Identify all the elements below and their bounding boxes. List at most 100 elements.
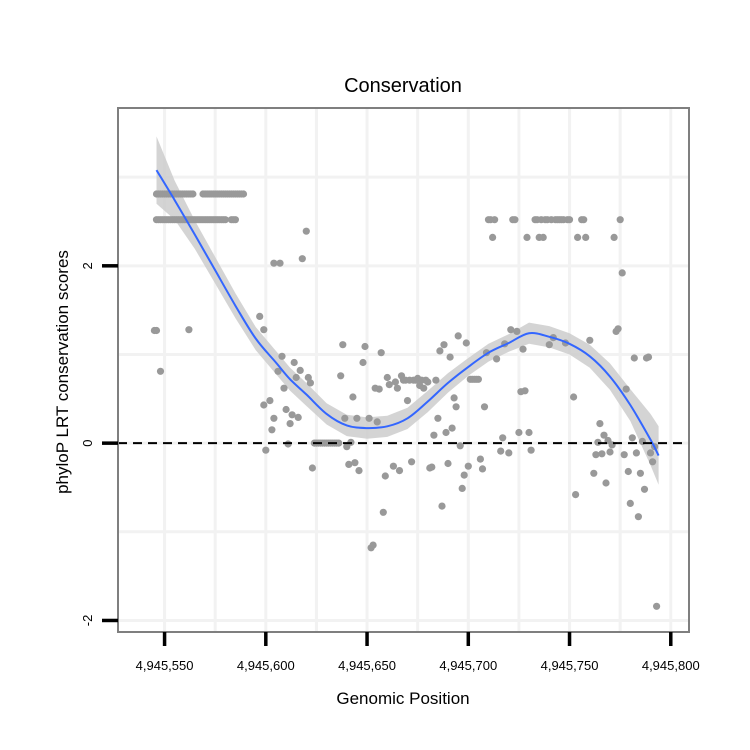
confidence-band <box>156 136 659 485</box>
data-point <box>430 431 438 439</box>
data-point <box>282 405 290 414</box>
data-point <box>606 448 614 456</box>
data-point <box>270 259 278 267</box>
data-point <box>497 447 505 455</box>
data-point <box>260 401 268 409</box>
x-tick-label: 4,945,600 <box>237 658 295 673</box>
data-point <box>379 508 387 516</box>
data-point <box>572 491 580 499</box>
data-point <box>403 397 412 405</box>
y-axis-label: phyloP LRT conservation scores <box>53 250 72 494</box>
data-point <box>523 233 531 241</box>
data-point <box>491 216 499 224</box>
data-point <box>525 428 533 437</box>
data-point <box>596 420 604 428</box>
data-point <box>288 411 296 419</box>
data-point <box>438 502 446 510</box>
data-point <box>424 378 432 386</box>
data-point <box>345 460 353 468</box>
data-point <box>448 424 456 432</box>
data-point <box>349 393 357 401</box>
x-axis: 4,945,550 4,945,600 4,945,650 4,945,700 4,94… <box>136 632 700 673</box>
data-point <box>339 341 347 349</box>
data-point <box>369 541 377 549</box>
data-point <box>460 471 468 479</box>
data-point <box>618 269 626 277</box>
data-point <box>389 462 397 470</box>
data-point <box>626 499 634 507</box>
data-point <box>256 312 264 320</box>
data-point <box>298 255 306 263</box>
data-point <box>513 327 521 335</box>
data-point <box>493 355 501 363</box>
data-point <box>644 353 653 361</box>
data-point <box>393 384 401 392</box>
data-point <box>280 384 288 392</box>
data-point <box>440 341 448 349</box>
data-point <box>365 414 373 422</box>
data-point <box>266 397 274 405</box>
data-point <box>385 381 393 389</box>
data-point <box>304 373 312 382</box>
data-point <box>515 428 523 437</box>
data-point <box>590 469 598 477</box>
data-point <box>428 463 436 471</box>
data-point <box>221 216 229 224</box>
data-point <box>480 403 489 411</box>
data-point <box>458 484 466 492</box>
data-point <box>189 190 197 198</box>
data-point <box>646 449 655 457</box>
data-point <box>628 434 636 442</box>
data-point <box>640 485 649 493</box>
data-point <box>592 451 600 459</box>
data-point <box>294 413 302 421</box>
x-tick-label: 4,945,800 <box>642 658 700 673</box>
data-point <box>474 375 482 383</box>
data-point <box>462 339 470 347</box>
data-point <box>602 479 610 487</box>
data-point <box>600 431 608 439</box>
data-point <box>337 372 345 380</box>
data-point <box>489 233 497 241</box>
data-point <box>452 403 460 411</box>
data-point <box>270 414 278 422</box>
x-tick-label: 4,945,700 <box>439 658 497 673</box>
data-point <box>446 353 454 361</box>
data-point <box>622 385 630 393</box>
data-point <box>395 467 404 475</box>
data-point <box>614 325 622 333</box>
data-point <box>442 428 450 437</box>
data-point <box>420 384 428 392</box>
data-point <box>565 216 574 224</box>
data-point <box>519 345 527 353</box>
data-point <box>308 464 316 472</box>
data-point <box>353 414 361 422</box>
data-point <box>511 216 519 224</box>
data-point <box>630 354 638 362</box>
data-point <box>574 233 582 241</box>
data-point <box>290 358 298 367</box>
data-point <box>444 459 452 468</box>
data-point <box>302 227 310 235</box>
data-point <box>454 332 462 340</box>
data-point <box>545 341 553 349</box>
data-point <box>616 216 624 224</box>
data-point <box>620 451 628 459</box>
data-point <box>156 367 165 375</box>
data-point <box>335 439 343 447</box>
y-tick-label: 2 <box>80 262 95 269</box>
data-point <box>391 378 399 386</box>
data-point <box>361 342 369 351</box>
data-point <box>632 449 641 457</box>
y-axis: -2 0 2 <box>80 262 118 626</box>
smooth-fit-line <box>155 169 660 457</box>
data-point <box>598 450 606 458</box>
grid-lines <box>118 108 689 632</box>
data-point <box>580 216 588 224</box>
data-point <box>383 373 391 382</box>
data-point <box>306 379 314 387</box>
data-point <box>292 373 300 382</box>
confidence-band-layer <box>156 136 659 485</box>
x-axis-label: Genomic Position <box>336 689 469 708</box>
x-tick-label: 4,945,750 <box>541 658 599 673</box>
